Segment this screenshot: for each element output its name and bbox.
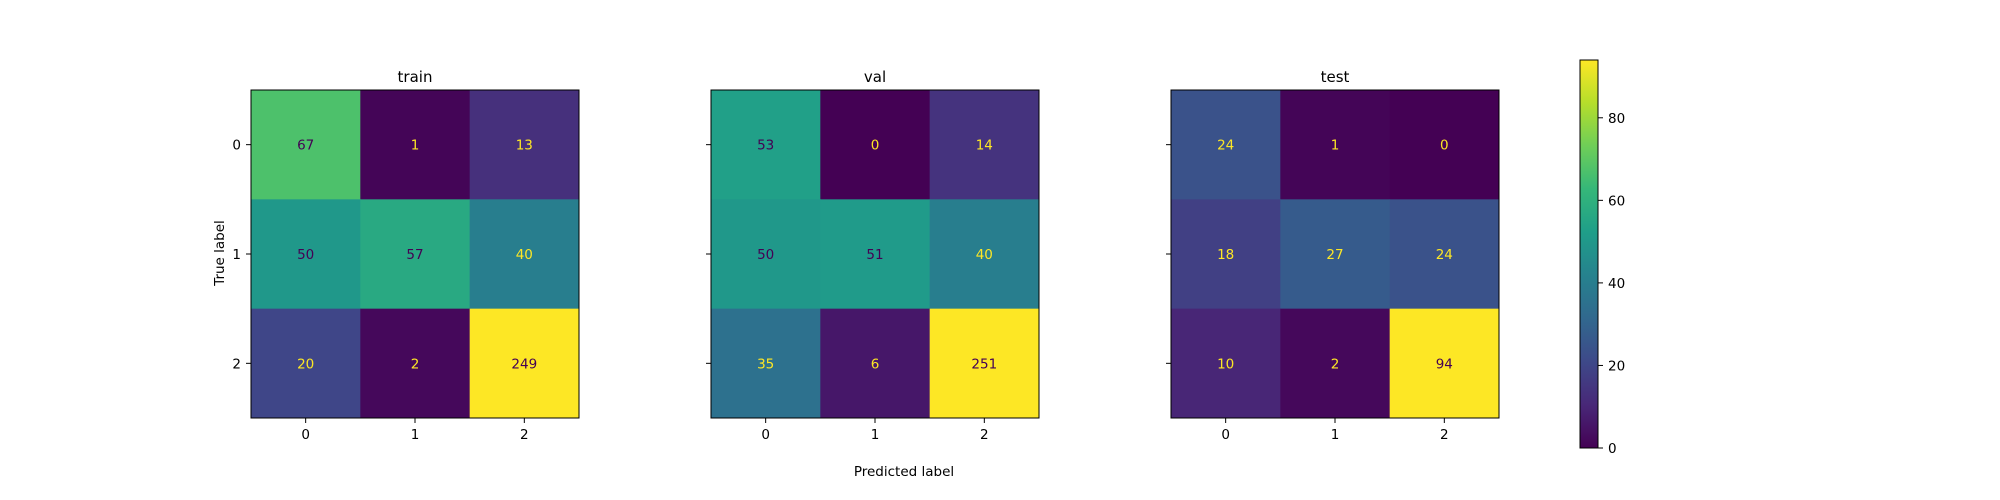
heatmap-cell	[1389, 199, 1500, 310]
panel-val: 53 0 14 50 51 40 35 6 251 val 0 1 2	[706, 68, 1040, 443]
cell-value-label: 57	[406, 247, 423, 263]
heatmap-cell	[1389, 90, 1500, 200]
heatmap-cell	[711, 308, 821, 419]
x-tick-label: 1	[411, 427, 420, 443]
heatmap-cell	[1171, 90, 1281, 200]
y-tick-label: 0	[232, 138, 241, 154]
colorbar-gradient	[1579, 59, 1599, 449]
cell-value-label: 14	[976, 138, 993, 154]
x-tick-label: 0	[1221, 427, 1230, 443]
y-axis-label: True label	[212, 220, 228, 287]
x-tick-label: 2	[1440, 427, 1449, 443]
cell-value-label: 67	[297, 138, 314, 154]
colorbar-tick-label: 80	[1608, 111, 1625, 127]
heatmap-cell	[360, 90, 471, 200]
heatmap-cell	[1280, 199, 1391, 310]
heatmap-cell	[929, 308, 1040, 419]
heatmap-cell	[251, 90, 361, 200]
heatmap-cell	[1171, 308, 1281, 419]
cell-value-label: 40	[976, 247, 993, 263]
colorbar-tick-label: 20	[1608, 358, 1625, 374]
cell-value-label: 18	[1217, 247, 1234, 263]
cell-value-label: 53	[757, 138, 774, 154]
cell-value-label: 40	[516, 247, 533, 263]
cell-value-label: 50	[757, 247, 774, 263]
cell-value-label: 24	[1217, 138, 1234, 154]
cell-value-label: 10	[1217, 356, 1234, 372]
heatmap-cell	[1280, 308, 1391, 419]
heatmap-cell	[711, 90, 821, 200]
heatmap-cell	[711, 199, 821, 310]
panel-title: test	[1321, 68, 1350, 86]
cell-value-label: 2	[411, 356, 420, 372]
x-axis-label: Predicted label	[854, 464, 954, 480]
x-tick-label: 0	[761, 427, 770, 443]
heatmap-cell	[360, 308, 471, 419]
cell-value-label: 251	[971, 356, 997, 372]
cell-value-label: 6	[871, 356, 880, 372]
cell-value-label: 35	[757, 356, 774, 372]
colorbar-tick-label: 40	[1608, 276, 1625, 292]
heatmap-cell	[820, 199, 931, 310]
heatmap-cell	[1280, 90, 1391, 200]
colorbar: 0 20 40 60 80	[1579, 59, 1625, 457]
heatmap-cell	[929, 90, 1040, 200]
heatmap-cell	[251, 308, 361, 419]
panel-title: val	[864, 68, 886, 86]
heatmap-cell	[469, 199, 580, 310]
cell-value-label: 24	[1436, 247, 1453, 263]
cell-value-label: 1	[1331, 138, 1340, 154]
cell-value-label: 20	[297, 356, 314, 372]
y-tick-label: 2	[232, 356, 241, 372]
cell-value-label: 94	[1436, 356, 1453, 372]
heatmap-cell	[1171, 199, 1281, 310]
cell-value-label: 2	[1331, 356, 1340, 372]
x-tick-label: 0	[301, 427, 310, 443]
cell-value-label: 13	[516, 138, 533, 154]
x-tick-label: 1	[871, 427, 880, 443]
heatmap-cell	[929, 199, 1040, 310]
cell-value-label: 0	[871, 138, 880, 154]
heatmap-cell	[820, 308, 931, 419]
y-tick-label: 1	[232, 247, 241, 263]
heatmap-cell	[251, 199, 361, 310]
cell-value-label: 1	[411, 138, 420, 154]
panel-title: train	[398, 68, 433, 86]
x-tick-label: 1	[1331, 427, 1340, 443]
heatmap-cell	[469, 308, 580, 419]
colorbar-tick-label: 0	[1608, 441, 1617, 457]
heatmap-cell	[1389, 308, 1500, 419]
heatmap-cell	[360, 199, 471, 310]
colorbar-tick-label: 60	[1608, 193, 1625, 209]
cell-value-label: 51	[866, 247, 883, 263]
x-tick-label: 2	[520, 427, 529, 443]
cell-value-label: 50	[297, 247, 314, 263]
heatmap-cell	[820, 90, 931, 200]
cell-value-label: 27	[1326, 247, 1343, 263]
cell-value-label: 249	[511, 356, 537, 372]
x-tick-label: 2	[980, 427, 989, 443]
heatmap-cell	[469, 90, 580, 200]
cell-value-label: 0	[1440, 138, 1449, 154]
